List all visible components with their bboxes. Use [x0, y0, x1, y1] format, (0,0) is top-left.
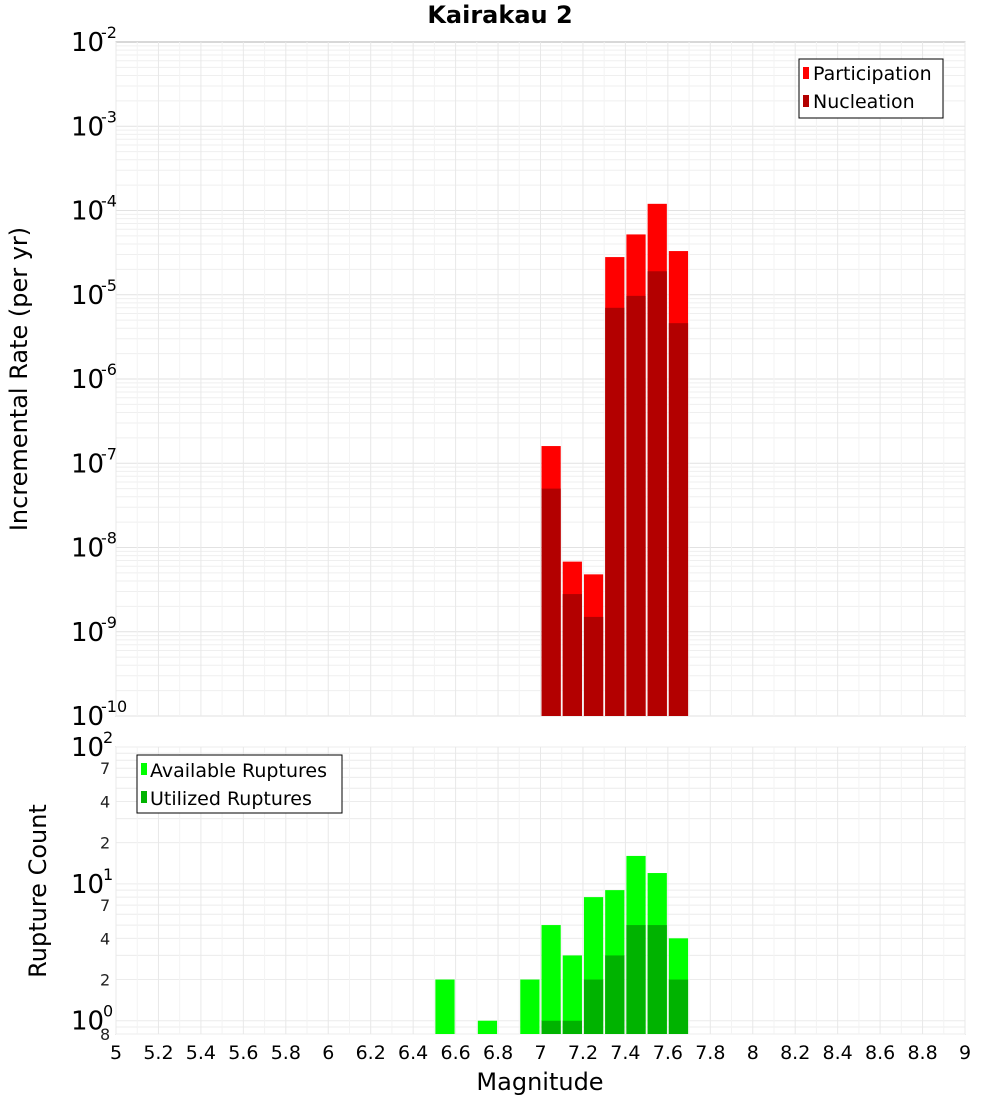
bottom-legend: Available Ruptures Utilized Ruptures — [136, 754, 343, 814]
bar-utilized-ruptures-7.65 — [668, 979, 689, 1034]
x-tick-label: 5.8 — [271, 1042, 301, 1064]
bottom-y-axis-label: Rupture Count — [24, 804, 52, 978]
bar-nucleation-7.45 — [626, 295, 646, 716]
x-tick-label: 7.6 — [653, 1042, 683, 1064]
top-y-tick-label: 10 — [71, 702, 104, 732]
bottom-y-tick-label: 10 — [71, 1007, 104, 1037]
bottom-y-minor-tick-label: 4 — [100, 792, 110, 811]
x-tick-label: 5.2 — [143, 1042, 173, 1064]
top-y-tick-label: 10 — [71, 365, 104, 395]
bar-nucleation-7.35 — [605, 307, 625, 716]
top-y-axis-label: Incremental Rate (per yr) — [5, 227, 33, 531]
legend-swatch-utilized-ruptures — [141, 791, 147, 803]
x-tick-label: 9 — [959, 1042, 971, 1064]
bottom-y-minor-tick-label: 7 — [100, 759, 110, 778]
x-tick-label: 6.6 — [440, 1042, 470, 1064]
legend-swatch-nucleation — [803, 95, 809, 107]
top-y-tick-exponent: -9 — [101, 613, 117, 632]
legend-label-utilized-ruptures: Utilized Ruptures — [150, 788, 312, 810]
x-tick-label: 8.6 — [865, 1042, 895, 1064]
x-tick-label: 8.2 — [780, 1042, 810, 1064]
bottom-grid — [115, 746, 966, 1035]
top-y-tick-label: 10 — [71, 534, 104, 564]
bar-available-ruptures-6.75 — [477, 1020, 498, 1034]
bar-nucleation-7.65 — [668, 323, 689, 716]
chart-title: Kairakau 2 — [427, 1, 572, 29]
bottom-y-minor-tick-label: 2 — [100, 971, 110, 990]
legend-label-available-ruptures: Available Ruptures — [150, 760, 327, 782]
x-tick-label: 6.4 — [398, 1042, 428, 1064]
bottom-y-tick-exponent: 0 — [103, 1002, 113, 1021]
legend-label-participation: Participation — [813, 63, 932, 85]
bottom-y-minor-tick-label: 7 — [100, 896, 110, 915]
x-tick-label: 7 — [534, 1042, 546, 1064]
x-tick-label: 5 — [110, 1042, 122, 1064]
top-y-tick-exponent: -3 — [101, 107, 117, 126]
bar-nucleation-7.55 — [647, 271, 667, 716]
legend-swatch-available-ruptures — [141, 763, 147, 775]
x-axis-label: Magnitude — [476, 1068, 603, 1096]
bottom-y-minor-tick-label: 4 — [100, 929, 110, 948]
top-y-tick-label: 10 — [71, 618, 104, 648]
bar-utilized-ruptures-7.05 — [541, 1020, 561, 1034]
top-y-tick-label: 10 — [71, 281, 104, 311]
bottom-y-tick-exponent: 1 — [103, 865, 113, 884]
bar-available-ruptures-6.95 — [520, 979, 540, 1034]
bar-utilized-ruptures-7.45 — [626, 925, 646, 1034]
bottom-bars — [435, 855, 689, 1034]
top-y-tick-label: 10 — [71, 449, 104, 479]
top-bars — [541, 203, 689, 717]
top-y-tick-exponent: -5 — [101, 276, 117, 295]
top-y-tick-exponent: -8 — [101, 529, 117, 548]
bar-utilized-ruptures-7.55 — [647, 925, 667, 1034]
bottom-y-minor-tick-label: 8 — [100, 1025, 110, 1044]
legend-label-nucleation: Nucleation — [813, 91, 915, 113]
top-grid — [115, 42, 966, 717]
x-tick-label: 6.8 — [483, 1042, 513, 1064]
bar-nucleation-7.15 — [562, 594, 582, 716]
bar-available-ruptures-7.05 — [541, 925, 561, 1034]
x-tick-label: 8.8 — [907, 1042, 937, 1064]
bar-nucleation-7.25 — [583, 616, 604, 716]
bar-utilized-ruptures-7.15 — [562, 1020, 582, 1034]
x-tick-label: 6.2 — [356, 1042, 386, 1064]
top-y-tick-exponent: -4 — [101, 192, 117, 211]
top-y-tick-exponent: -2 — [101, 23, 117, 42]
legend-swatch-participation — [803, 67, 809, 79]
x-tick-label: 8 — [747, 1042, 759, 1064]
top-legend-box — [798, 58, 944, 119]
x-tick-label: 7.4 — [610, 1042, 640, 1064]
top-y-tick-label: 10 — [71, 28, 104, 58]
top-y-tick-label: 10 — [71, 197, 104, 227]
x-tick-label: 7.2 — [568, 1042, 598, 1064]
bar-nucleation-7.05 — [541, 488, 561, 716]
bottom-legend-box — [136, 754, 343, 814]
top-y-tick-exponent: -10 — [101, 697, 127, 716]
top-y-tick-exponent: -7 — [101, 444, 117, 463]
x-tick-label: 8.4 — [823, 1042, 853, 1064]
x-ticks: 5 5.2 5.4 5.6 5.8 6 6.2 6.4 6.6 6.8 7 7.2 7.4 7.6 7.8 8… — [110, 1042, 971, 1064]
top-y-tick-exponent: -6 — [101, 360, 117, 379]
x-tick-label: 5.6 — [228, 1042, 258, 1064]
bar-available-ruptures-7.15 — [562, 955, 582, 1034]
bottom-y-tick-exponent: 2 — [103, 728, 113, 747]
x-tick-label: 5.4 — [186, 1042, 216, 1064]
bar-utilized-ruptures-7.35 — [605, 955, 625, 1034]
bottom-y-tick-label: 10 — [71, 733, 104, 763]
bar-utilized-ruptures-7.25 — [583, 979, 604, 1034]
x-tick-label: 7.8 — [695, 1042, 725, 1064]
x-tick-label: 6 — [322, 1042, 334, 1064]
bottom-y-minor-tick-label: 2 — [100, 834, 110, 853]
bar-available-ruptures-6.55 — [435, 979, 455, 1034]
bottom-y-tick-label: 10 — [71, 870, 104, 900]
top-y-tick-label: 10 — [71, 112, 104, 142]
top-legend: Participation Nucleation — [798, 58, 944, 119]
